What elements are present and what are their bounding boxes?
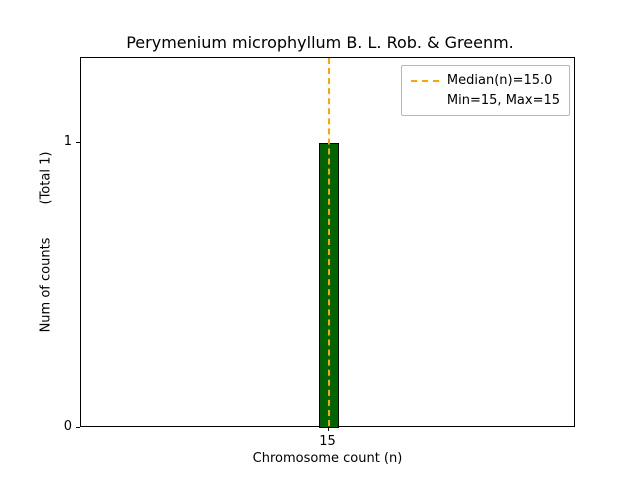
x-tick-label: 15 bbox=[319, 434, 336, 449]
legend-row-median: Median(n)=15.0 bbox=[410, 73, 560, 88]
legend: Median(n)=15.0 Min=15, Max=15 bbox=[400, 65, 570, 116]
chart-title: Perymenium microphyllum B. L. Rob. & Gre… bbox=[126, 33, 514, 52]
legend-label-minmax: Min=15, Max=15 bbox=[446, 93, 560, 108]
legend-median-swatch bbox=[410, 79, 439, 82]
plot-area: Median(n)=15.0 Min=15, Max=15 bbox=[80, 57, 575, 428]
x-axis-label: Chromosome count (n) bbox=[252, 451, 403, 466]
legend-row-minmax: Min=15, Max=15 bbox=[411, 93, 560, 108]
median-line bbox=[327, 58, 330, 426]
y-axis-label: Num of counts (Total 1) bbox=[38, 151, 54, 333]
y-tick-mark bbox=[76, 427, 80, 428]
y-tick-label: 0 bbox=[63, 419, 72, 434]
x-tick-mark bbox=[327, 427, 329, 431]
y-tick-mark bbox=[76, 142, 80, 144]
legend-label-median: Median(n)=15.0 bbox=[446, 73, 553, 88]
y-tick-label: 1 bbox=[63, 134, 72, 150]
